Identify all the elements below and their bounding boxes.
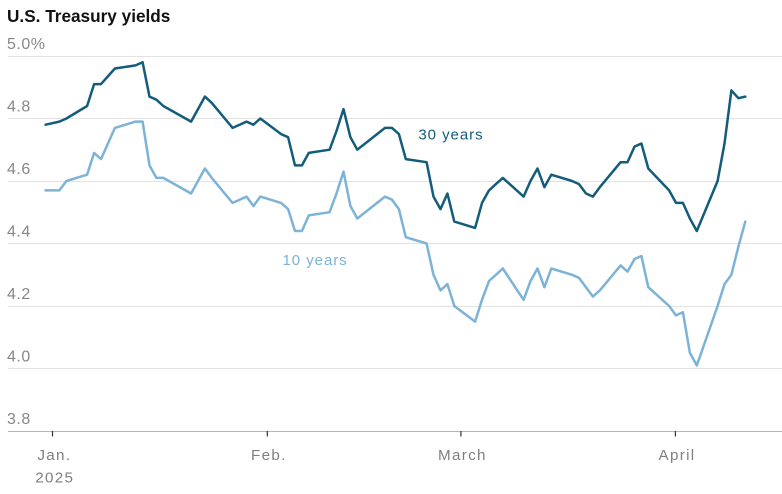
- svg-text:30 years: 30 years: [418, 127, 483, 144]
- svg-text:4.4: 4.4: [7, 224, 31, 241]
- svg-text:Jan.: Jan.: [37, 447, 71, 464]
- svg-text:5.0%: 5.0%: [7, 36, 45, 53]
- svg-text:4.6: 4.6: [7, 161, 31, 178]
- svg-text:4.0: 4.0: [7, 349, 31, 366]
- svg-text:U.S. Treasury yields: U.S. Treasury yields: [7, 6, 170, 26]
- svg-text:Feb.: Feb.: [251, 447, 287, 464]
- svg-text:10 years: 10 years: [283, 252, 348, 269]
- svg-text:2025: 2025: [35, 470, 74, 487]
- svg-text:March: March: [438, 447, 487, 464]
- svg-text:April: April: [659, 447, 696, 464]
- svg-text:3.8: 3.8: [7, 411, 31, 428]
- svg-text:4.2: 4.2: [7, 286, 31, 303]
- svg-text:4.8: 4.8: [7, 99, 31, 116]
